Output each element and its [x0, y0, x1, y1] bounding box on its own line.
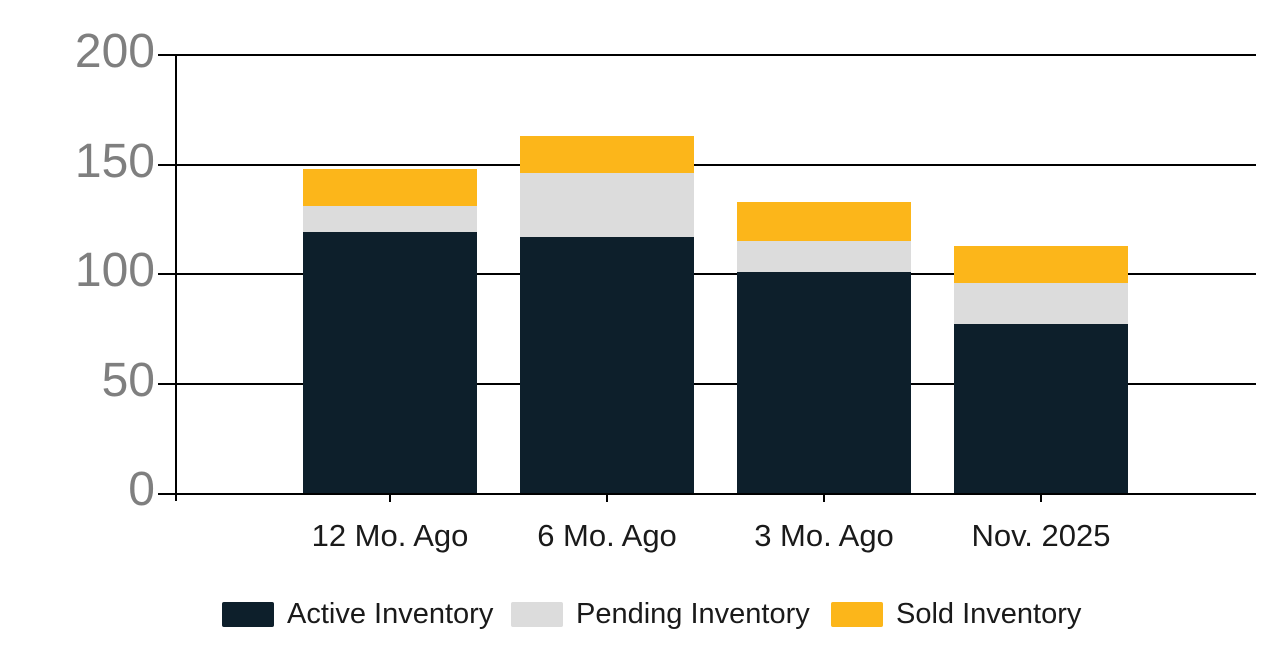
bar-segment-active-inventory	[520, 236, 694, 493]
bar-segment-sold-inventory	[737, 201, 911, 242]
bar-segment-active-inventory	[303, 232, 477, 493]
gridline	[158, 273, 1256, 275]
legend-item-sold-inventory: Sold Inventory	[831, 597, 1082, 630]
legend-label: Sold Inventory	[896, 597, 1082, 630]
y-tick-label: 100	[74, 244, 155, 297]
gridline	[158, 382, 1256, 385]
x-tick-label: Nov. 2025	[971, 518, 1111, 553]
legend-swatch-icon	[511, 601, 563, 627]
bar-segment-pending-inventory	[737, 241, 911, 272]
bar-segment-sold-inventory	[520, 136, 694, 174]
legend-label: Active Inventory	[287, 597, 494, 630]
bar-segment-pending-inventory	[954, 282, 1128, 325]
x-tick-label: 3 Mo. Ago	[754, 518, 894, 553]
x-axis-tick	[606, 493, 608, 502]
y-tick-label: 150	[74, 134, 155, 188]
bar-segment-pending-inventory	[520, 173, 694, 237]
legend-item-active-inventory: Active Inventory	[222, 597, 494, 630]
x-axis-line	[158, 493, 1256, 495]
bar-segment-sold-inventory	[954, 245, 1128, 283]
bar-group	[737, 0, 911, 493]
x-axis-tick	[1040, 493, 1042, 502]
bar-segment-active-inventory	[954, 324, 1128, 493]
legend-swatch-icon	[222, 601, 274, 627]
y-tick-label: 200	[74, 25, 155, 78]
bar-group	[303, 0, 477, 493]
y-axis-line	[175, 55, 177, 501]
legend-label: Pending Inventory	[576, 597, 810, 630]
bar-segment-sold-inventory	[303, 168, 477, 207]
bar-group	[954, 0, 1128, 493]
y-tick-label: 0	[128, 463, 155, 516]
x-tick-label: 6 Mo. Ago	[537, 518, 677, 553]
gridline	[158, 163, 1256, 166]
bar-segment-active-inventory	[737, 271, 911, 493]
y-tick-label: 50	[101, 353, 155, 407]
x-tick-label: 12 Mo. Ago	[311, 518, 469, 553]
gridline	[158, 54, 1256, 56]
bar-group	[520, 0, 694, 493]
x-axis-tick	[389, 493, 391, 502]
x-axis-tick	[823, 493, 825, 502]
legend-item-pending-inventory: Pending Inventory	[511, 597, 810, 630]
bar-segment-pending-inventory	[303, 206, 477, 233]
legend-swatch-icon	[831, 601, 883, 627]
